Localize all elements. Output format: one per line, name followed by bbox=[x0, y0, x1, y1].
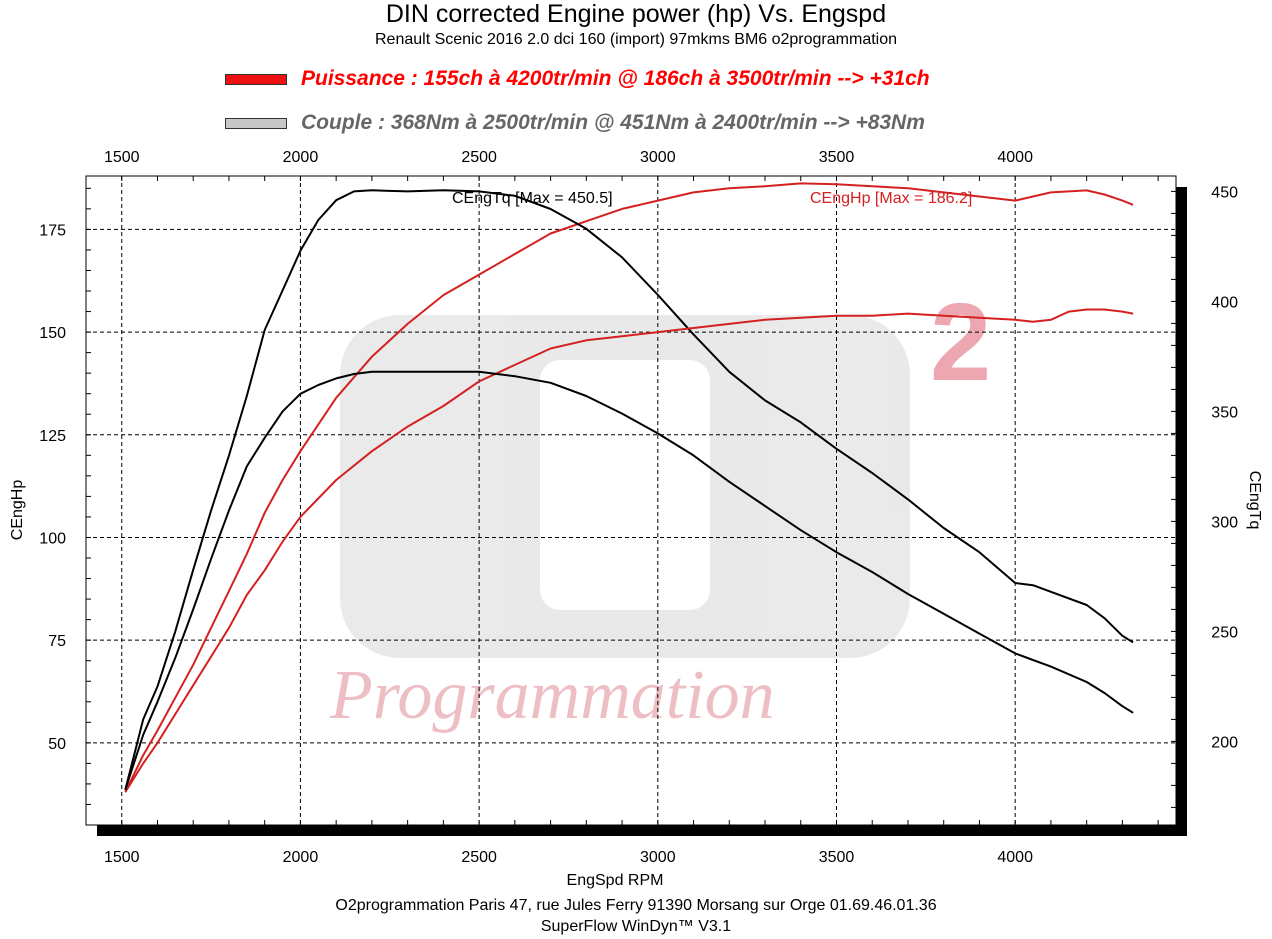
plot-shadow-bottom bbox=[97, 825, 1187, 836]
minor-ticks bbox=[85, 176, 1176, 825]
legend-item-puissance: Puissance : 155ch à 4200tr/min @ 186ch à… bbox=[225, 64, 930, 94]
legend-swatch-couple bbox=[225, 117, 287, 129]
y-tick-label-left: 50 bbox=[48, 736, 66, 753]
series-line-cenghp-2 bbox=[124, 308, 1134, 793]
x-tick-label-bottom: 2000 bbox=[283, 849, 319, 866]
y-tick-label-right: 300 bbox=[1211, 514, 1238, 531]
y-tick-label-right: 350 bbox=[1211, 404, 1238, 421]
grid-lines bbox=[86, 176, 1176, 825]
y-tick-label-left: 175 bbox=[39, 222, 66, 239]
series-line-cengtq-3 bbox=[124, 370, 1134, 791]
x-tick-labels-top: 1500 2000 2500 3000 3500 4000 bbox=[104, 149, 1033, 166]
x-tick-label-top: 1500 bbox=[104, 149, 140, 166]
x-tick-label-top: 4000 bbox=[997, 149, 1033, 166]
x-tick-label-bottom: 2500 bbox=[461, 849, 497, 866]
svg-text:2: 2 bbox=[930, 281, 991, 404]
footer-address: O2programmation Paris 47, rue Jules Ferr… bbox=[335, 897, 937, 914]
series-line-cengtq-1 bbox=[124, 189, 1134, 791]
chart-title: DIN corrected Engine power (hp) Vs. Engs… bbox=[385, 0, 887, 28]
y-axis-label-right: CEngTq bbox=[1246, 471, 1263, 530]
y-tick-labels-right: 200 250 300 350 400 450 bbox=[1211, 184, 1238, 751]
x-tick-label-bottom: 3000 bbox=[640, 849, 676, 866]
y-tick-label-left: 100 bbox=[39, 530, 66, 547]
x-tick-labels-bottom: 1500 2000 2500 3000 3500 4000 bbox=[104, 849, 1033, 866]
legend-label-puissance: Puissance : 155ch à 4200tr/min @ 186ch à… bbox=[301, 67, 930, 90]
y-tick-label-left: 125 bbox=[39, 428, 66, 445]
x-tick-label-top: 3500 bbox=[819, 149, 855, 166]
x-tick-label-bottom: 4000 bbox=[997, 849, 1033, 866]
o2-watermark-logo: 2 Programmation bbox=[329, 281, 991, 734]
x-axis-label: EngSpd RPM bbox=[567, 872, 664, 889]
y-axis-label-left: CEngHp bbox=[9, 480, 26, 541]
annotation-power-max: CEngHp [Max = 186.2] bbox=[810, 190, 972, 207]
y-tick-label-left: 150 bbox=[39, 325, 66, 342]
svg-text:Programmation: Programmation bbox=[329, 657, 775, 734]
plot-shadow-right bbox=[1176, 187, 1187, 836]
y-tick-label-left: 75 bbox=[48, 633, 66, 650]
x-tick-label-bottom: 3500 bbox=[819, 849, 855, 866]
y-tick-labels-left: 50 75 100 125 150 175 bbox=[39, 222, 66, 752]
x-tick-label-bottom: 1500 bbox=[104, 849, 140, 866]
x-tick-label-top: 3000 bbox=[640, 149, 676, 166]
x-tick-label-top: 2500 bbox=[461, 149, 497, 166]
y-tick-label-right: 400 bbox=[1211, 294, 1238, 311]
series-line-cenghp-0 bbox=[124, 182, 1134, 793]
legend-item-couple: Couple : 368Nm à 2500tr/min @ 451Nm à 24… bbox=[225, 108, 925, 138]
x-tick-label-top: 2000 bbox=[283, 149, 319, 166]
y-tick-label-right: 250 bbox=[1211, 624, 1238, 641]
series-lines bbox=[124, 182, 1134, 793]
annotation-torque-max: CEngTq [Max = 450.5] bbox=[452, 190, 613, 207]
chart-subtitle: Renault Scenic 2016 2.0 dci 160 (import)… bbox=[374, 31, 898, 48]
legend-label-couple: Couple : 368Nm à 2500tr/min @ 451Nm à 24… bbox=[301, 111, 925, 134]
y-tick-label-right: 450 bbox=[1211, 184, 1238, 201]
y-tick-label-right: 200 bbox=[1211, 734, 1238, 751]
legend-swatch-puissance bbox=[225, 73, 287, 85]
footer-software: SuperFlow WinDyn™ V3.1 bbox=[540, 918, 732, 935]
